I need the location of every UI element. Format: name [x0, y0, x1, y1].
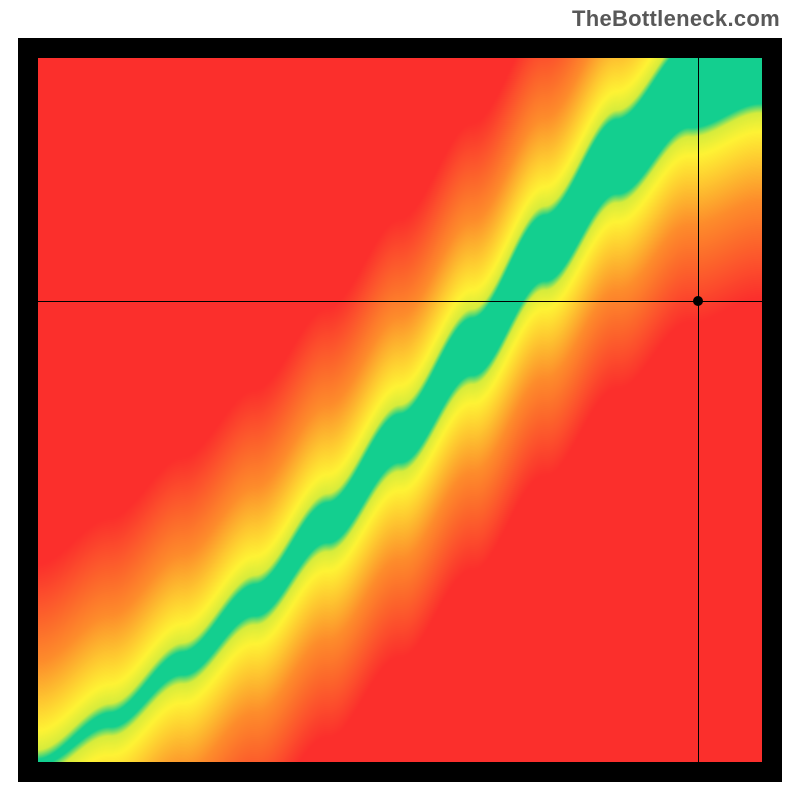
heatmap-canvas	[38, 58, 762, 762]
crosshair-vertical	[698, 58, 699, 762]
crosshair-horizontal	[38, 301, 762, 302]
watermark-text: TheBottleneck.com	[572, 6, 780, 32]
plot-area	[38, 58, 762, 762]
plot-frame	[18, 38, 782, 782]
